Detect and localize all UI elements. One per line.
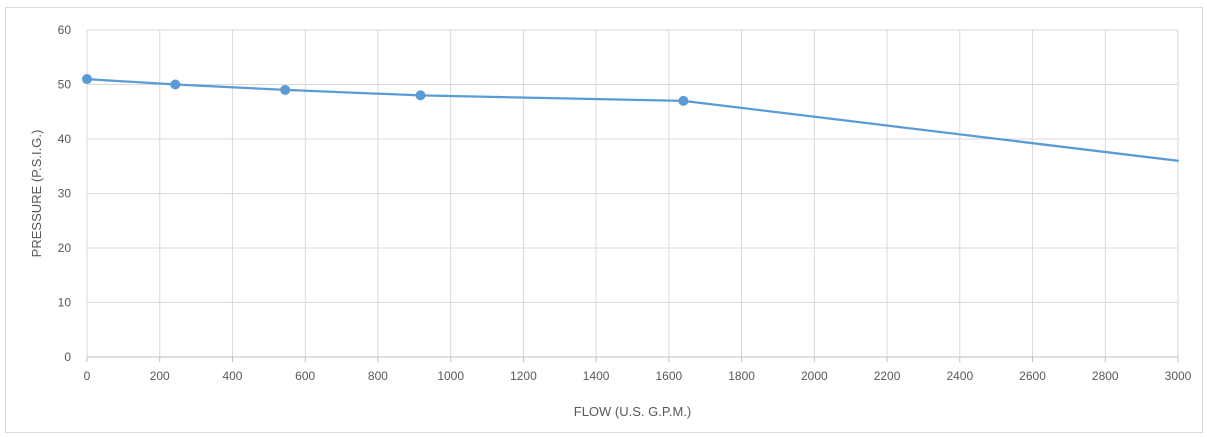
y-tick-label: 50 <box>58 78 72 92</box>
y-tick-label: 60 <box>58 23 72 37</box>
x-tick-label: 1800 <box>728 369 755 383</box>
data-point <box>280 84 291 95</box>
series-layer <box>82 74 1180 162</box>
x-tick-label: 1600 <box>656 369 683 383</box>
x-tick-label: 2400 <box>946 369 973 383</box>
x-tick-label: 1400 <box>583 369 610 383</box>
x-tick-label: 0 <box>84 369 91 383</box>
x-tick-label: 200 <box>150 369 170 383</box>
axes <box>86 30 1179 362</box>
data-point <box>170 79 181 90</box>
x-tick-label: 800 <box>368 369 388 383</box>
grid-lines <box>87 29 1179 357</box>
x-tick-label: 1200 <box>510 369 537 383</box>
y-tick-label: 10 <box>58 296 72 310</box>
y-tick-label: 20 <box>58 241 72 255</box>
x-tick-label: 2800 <box>1092 369 1119 383</box>
y-tick-labels: 0 10 20 30 40 50 60 <box>58 23 72 364</box>
x-axis-title: FLOW (U.S. G.P.M.) <box>574 404 692 419</box>
x-tick-label: 400 <box>222 369 242 383</box>
x-tick-label: 3000 <box>1165 369 1192 383</box>
x-tick-label: 2200 <box>874 369 901 383</box>
y-tick-label: 40 <box>58 132 72 146</box>
x-tick-label: 2600 <box>1019 369 1046 383</box>
x-tick-label: 1000 <box>437 369 464 383</box>
chart-frame <box>5 7 1203 433</box>
data-point <box>82 74 92 85</box>
data-point <box>415 90 426 101</box>
y-tick-label: 0 <box>64 350 71 364</box>
y-tick-label: 30 <box>58 187 72 201</box>
x-tick-label: 2000 <box>801 369 828 383</box>
y-axis-title: PRESSURE (P.S.I.G.) <box>29 130 44 258</box>
x-tick-labels: 0 200 400 600 800 1000 1200 1400 1600 1800 2000 220… <box>84 369 1192 383</box>
series-line <box>85 77 1180 162</box>
data-point <box>678 95 689 106</box>
x-tick-label: 600 <box>295 369 315 383</box>
